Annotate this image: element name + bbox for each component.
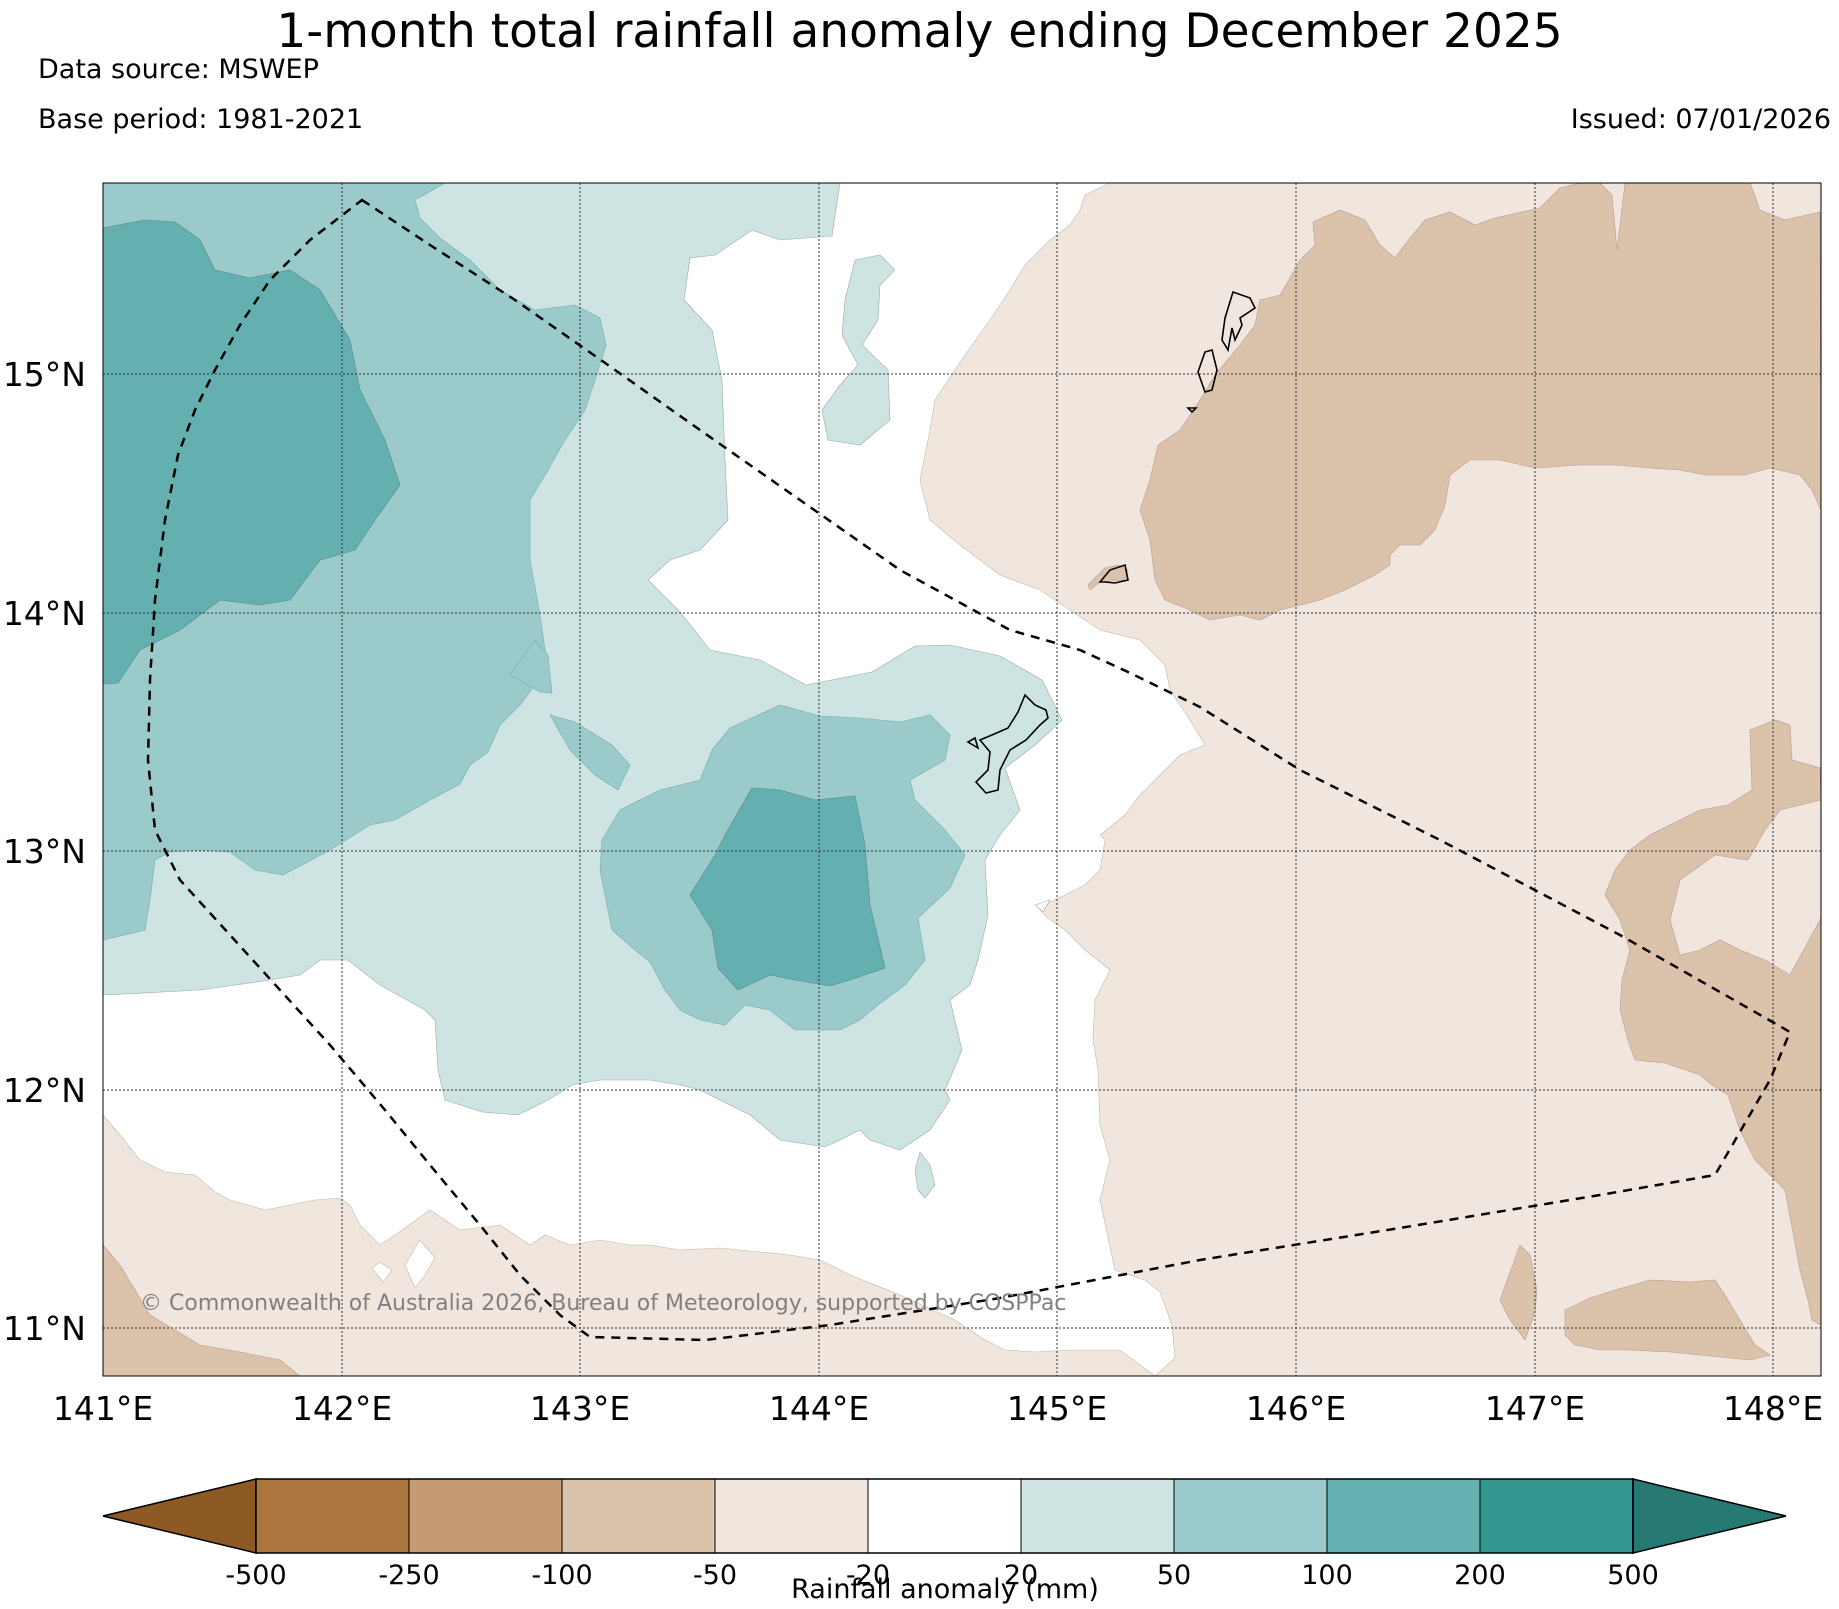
colorbar-extend-low xyxy=(102,1478,257,1554)
issued-date-label: Issued: 07/01/2026 xyxy=(1570,104,1831,135)
colorbar-segment xyxy=(1479,1478,1634,1554)
copyright-notice: © Commonwealth of Australia 2026, Bureau… xyxy=(140,1291,1066,1316)
field-dry-medium-southwest xyxy=(103,1244,301,1376)
colorbar-tick-label: -20 xyxy=(846,1560,890,1591)
lon-tick-label: 145°E xyxy=(1007,1389,1107,1428)
colorbar-extend-high xyxy=(1632,1478,1787,1554)
island-tinian xyxy=(1197,349,1218,393)
colorbar-segment xyxy=(1020,1478,1175,1554)
lat-tick-label: 15°N xyxy=(3,355,86,394)
colorbar-tick-label: -500 xyxy=(225,1560,286,1591)
lon-tick-label: 148°E xyxy=(1723,1389,1823,1428)
colorbar-tick-label: 500 xyxy=(1607,1560,1659,1591)
colorbar-tick-label: -50 xyxy=(693,1560,737,1591)
colorbar-segment xyxy=(1326,1478,1481,1554)
colorbar-title: Rainfall anomaly (mm) xyxy=(791,1574,1099,1605)
colorbar-tick-label: 50 xyxy=(1157,1560,1191,1591)
island-rota xyxy=(1098,563,1129,584)
colorbar-outline xyxy=(255,1478,1634,1554)
lon-tick-label: 147°E xyxy=(1485,1389,1585,1428)
field-neutral-bay xyxy=(1034,899,1051,913)
lat-tick-label: 13°N xyxy=(3,832,86,871)
field-dry-medium-southeast xyxy=(1564,1279,1771,1361)
lon-tick-label: 142°E xyxy=(292,1389,392,1428)
chart-title: 1-month total rainfall anomaly ending De… xyxy=(276,4,1563,59)
island-saipan xyxy=(1221,290,1257,353)
lon-tick-label: 141°E xyxy=(53,1389,153,1428)
field-wet-strong xyxy=(103,219,401,685)
colorbar-segment xyxy=(1173,1478,1328,1554)
lon-tick-labels: 141°E 142°E 143°E 144°E 145°E 146°E 147°… xyxy=(53,1389,1823,1428)
colorbar-segment xyxy=(714,1478,869,1554)
field-dry-light-south xyxy=(103,1114,1156,1376)
field-dry-medium xyxy=(1139,183,1821,621)
map-gridlines xyxy=(103,183,1821,1376)
colorbar-segment xyxy=(408,1478,563,1554)
colorbar-segment xyxy=(867,1478,1022,1554)
field-wet-light-north xyxy=(821,254,896,446)
eez-boundary xyxy=(146,198,1792,1342)
colorbar-tick-label: -250 xyxy=(378,1560,439,1591)
map-frame xyxy=(102,182,1822,1377)
lon-tick-label: 146°E xyxy=(1246,1389,1346,1428)
field-wet-strong-core xyxy=(689,787,886,991)
colorbar-tick-label: 200 xyxy=(1454,1560,1506,1591)
colorbar: -500 -250 -100 -50 -20 20 50 100 200 500 Rainfall… xyxy=(102,1478,1787,1605)
field-wet-medium-islet xyxy=(509,639,553,694)
field-dry-medium-east xyxy=(1604,719,1821,1326)
field-wet-light-islet xyxy=(914,1151,936,1199)
island-guam xyxy=(966,693,1049,794)
field-wet-medium-strip xyxy=(549,714,631,791)
lat-tick-label: 12°N xyxy=(3,1071,86,1110)
lat-tick-labels: 11°N 12°N 13°N 14°N 15°N xyxy=(3,355,86,1348)
lon-tick-label: 144°E xyxy=(769,1389,869,1428)
lat-tick-label: 14°N xyxy=(3,594,86,633)
lon-tick-label: 143°E xyxy=(530,1389,630,1428)
lat-tick-label: 11°N xyxy=(3,1309,86,1348)
colorbar-tick-label: 100 xyxy=(1301,1560,1353,1591)
data-source-label: Data source: MSWEP xyxy=(38,54,319,85)
colorbar-tick-label: -100 xyxy=(531,1560,592,1591)
anomaly-fields xyxy=(103,183,1821,1376)
colorbar-segment xyxy=(561,1478,716,1554)
field-neutral-hole xyxy=(371,1239,436,1289)
colorbar-tick-label: 20 xyxy=(1004,1560,1038,1591)
coastlines xyxy=(966,290,1257,794)
field-dry-light xyxy=(919,183,1821,1376)
colorbar-segment xyxy=(255,1478,410,1554)
island-aguijan xyxy=(1186,407,1198,414)
base-period-label: Base period: 1981-2021 xyxy=(38,104,364,135)
